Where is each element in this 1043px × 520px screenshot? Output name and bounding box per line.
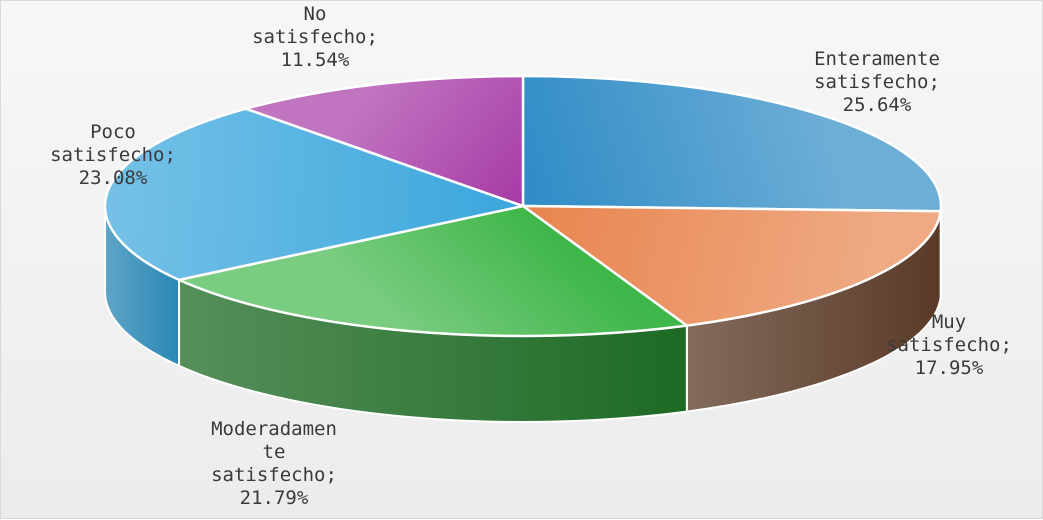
data-label-moderadamente-satisfecho: Moderadamentesatisfecho;21.79% bbox=[211, 418, 337, 509]
data-label-enteramente-satisfecho: Enteramentesatisfecho;25.64% bbox=[814, 48, 940, 116]
data-label-no-satisfecho: Nosatisfecho;11.54% bbox=[252, 3, 378, 71]
